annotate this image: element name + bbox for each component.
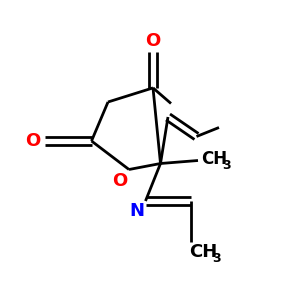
Text: 3: 3 (223, 159, 231, 172)
Text: 3: 3 (212, 252, 221, 265)
Text: CH: CH (189, 243, 217, 261)
Text: O: O (146, 32, 160, 50)
Text: N: N (129, 202, 144, 220)
Text: CH: CH (201, 150, 227, 168)
Text: O: O (25, 132, 40, 150)
Text: O: O (112, 172, 128, 190)
